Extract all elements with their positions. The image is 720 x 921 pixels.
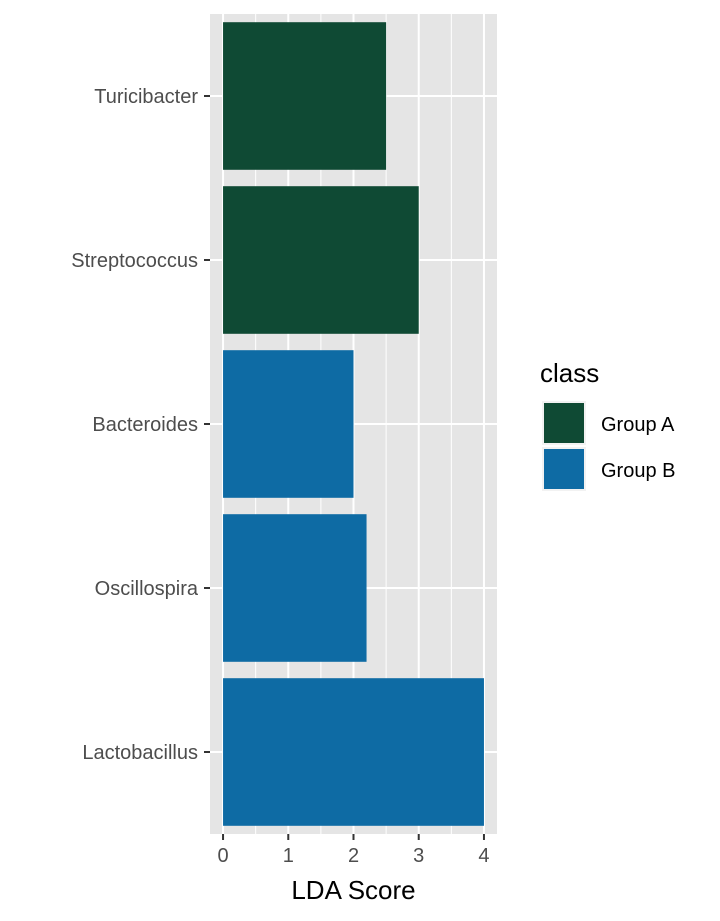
x-axis-title: LDA Score <box>291 875 415 905</box>
legend-swatch <box>544 449 584 489</box>
bar-lactobacillus <box>223 678 484 826</box>
y-tick-label: Bacteroides <box>92 414 198 436</box>
x-tick-label: 3 <box>413 845 424 867</box>
y-tick-label: Oscillospira <box>95 578 199 600</box>
bar-bacteroides <box>223 350 354 498</box>
bar-oscillospira <box>223 514 367 662</box>
legend-swatch <box>544 403 584 443</box>
bars <box>223 22 484 826</box>
legend-title: class <box>540 358 599 388</box>
x-tick-label: 0 <box>217 845 228 867</box>
x-tick-label: 2 <box>348 845 359 867</box>
legend-label: Group B <box>601 460 675 482</box>
x-axis: 0 1 2 3 4 <box>217 834 490 867</box>
bar-turicibacter <box>223 22 387 170</box>
x-tick-label: 4 <box>478 845 489 867</box>
bar-streptococcus <box>223 186 419 334</box>
y-tick-label: Lactobacillus <box>82 742 198 764</box>
y-tick-label: Turicibacter <box>94 86 198 108</box>
x-tick-label: 1 <box>283 845 294 867</box>
legend: class Group A Group B <box>540 358 675 491</box>
y-tick-label: Streptococcus <box>71 250 198 272</box>
y-axis: Turicibacter Streptococcus Bacteroides Osci… <box>71 86 210 764</box>
legend-label: Group A <box>601 414 675 436</box>
